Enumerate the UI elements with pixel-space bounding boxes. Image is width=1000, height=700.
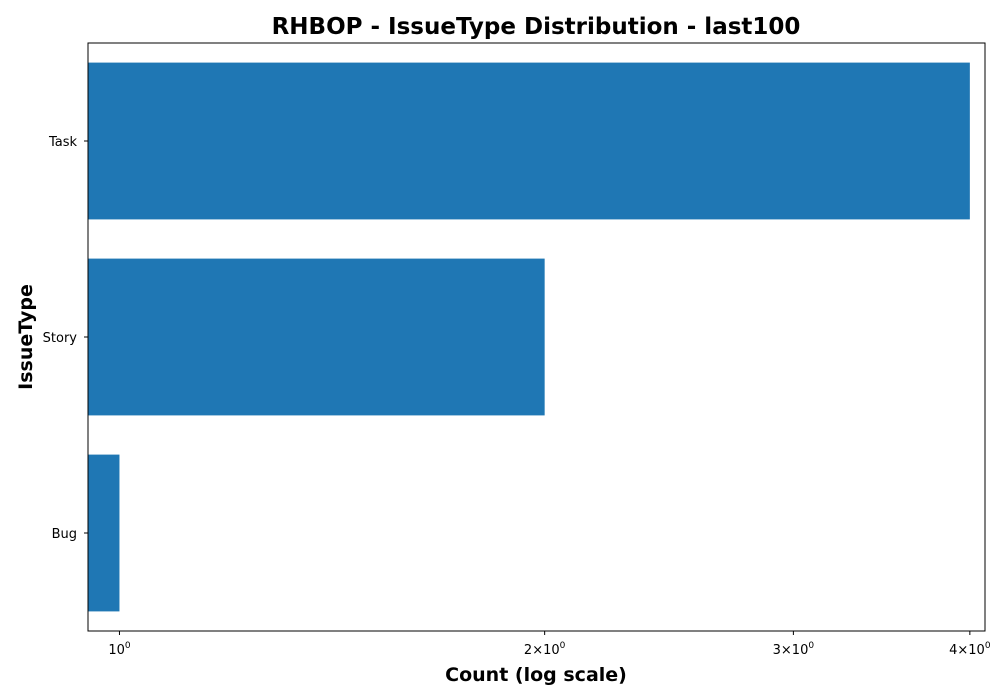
x-axis-label: Count (log scale) bbox=[445, 664, 627, 686]
y-tick-label-task: Task bbox=[48, 135, 78, 150]
bar-story bbox=[88, 258, 545, 416]
bar-task bbox=[88, 62, 970, 220]
x-tick-label-2: 3×100 bbox=[773, 641, 815, 658]
x-tick-label-0: 100 bbox=[108, 641, 131, 658]
y-tick-label-story: Story bbox=[43, 331, 78, 346]
y-axis-ticks: Task Story Bug bbox=[43, 135, 88, 542]
x-tick-label-3: 4×100 bbox=[949, 641, 991, 658]
bars-group bbox=[88, 62, 970, 612]
y-tick-label-bug: Bug bbox=[52, 527, 77, 542]
chart-title: RHBOP - IssueType Distribution - last100 bbox=[272, 14, 801, 40]
y-axis-label: IssueType bbox=[15, 284, 37, 390]
x-tick-label-1: 2×100 bbox=[524, 641, 566, 658]
bar-bug bbox=[88, 454, 120, 612]
x-axis-ticks: 100 2×100 3×100 4×100 bbox=[108, 631, 991, 658]
